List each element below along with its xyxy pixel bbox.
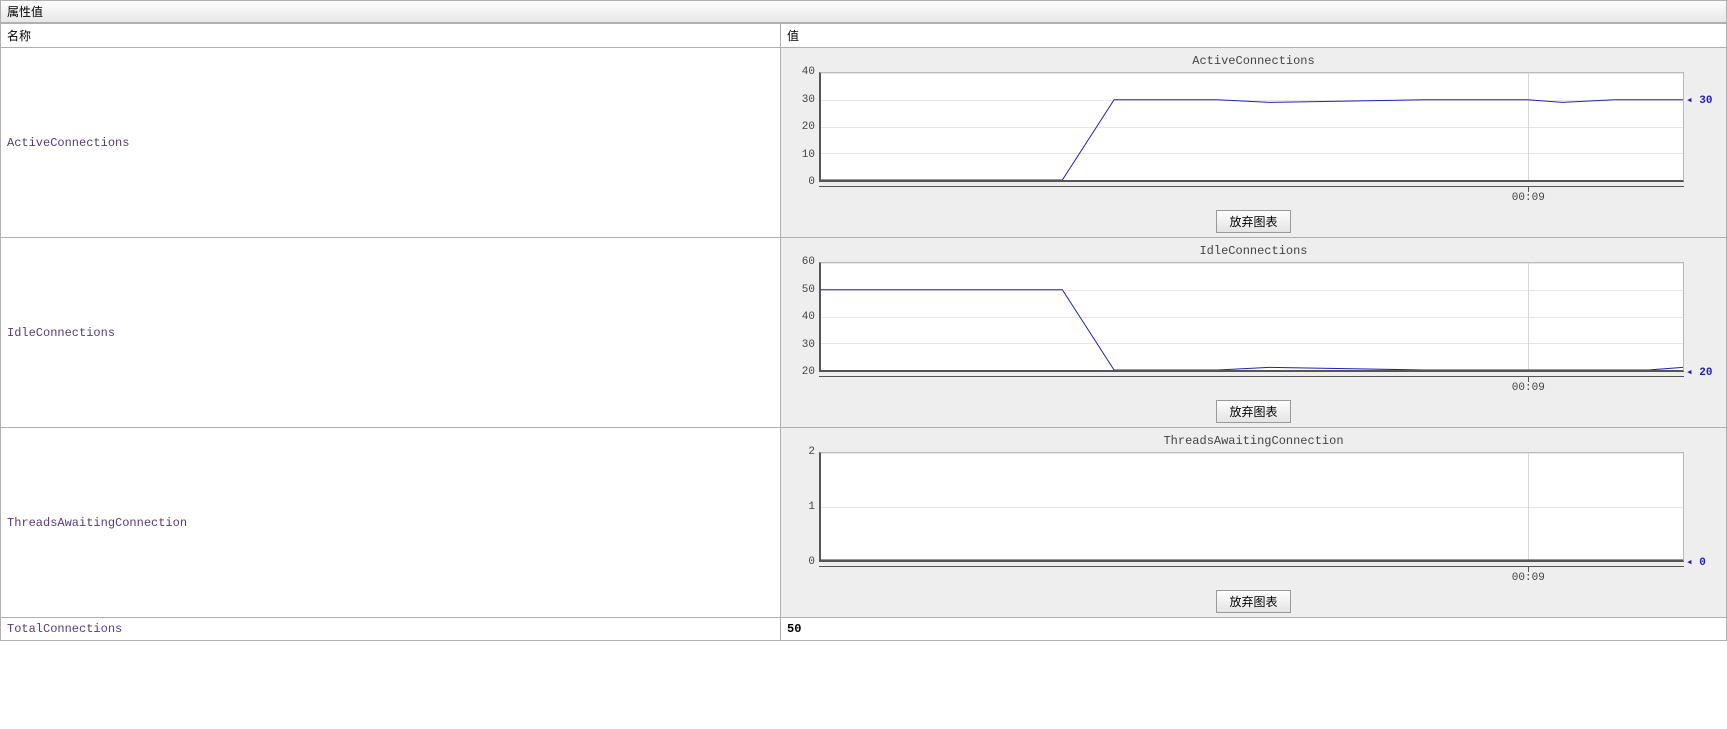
y-tick-label: 40 [802,66,815,78]
x-tick-label: 00:09 [1512,382,1545,394]
current-value-marker: ◂ 20 [1684,262,1722,372]
current-value-marker: ◂ 30 [1684,72,1722,182]
y-axis: 012 [785,452,819,562]
current-value: 0 [1699,557,1706,569]
chart-cell: IdleConnections 20 30 40 50 60 ◂ 20 00:09 放弃图表 [781,238,1727,428]
col-header-name[interactable]: 名称 [1,24,781,48]
y-tick-label: 30 [802,339,815,351]
attribute-name: ThreadsAwaitingConnection [1,428,781,618]
discard-chart-button[interactable]: 放弃图表 [1216,590,1290,613]
table-row: ActiveConnections ActiveConnections 0 10 20 3… [1,48,1727,238]
y-tick-label: 2 [808,446,815,458]
chart-title: ActiveConnections [785,54,1722,68]
y-tick-label: 20 [802,366,815,378]
chart-plot[interactable] [819,262,1684,372]
chart-cell: ThreadsAwaitingConnection012◂ 000:09放弃图表 [781,428,1727,618]
table-row: IdleConnections IdleConnections 20 30 40 50 60… [1,238,1727,428]
chart-line [821,290,1683,370]
x-tick-label: 00:09 [1512,572,1545,584]
chart-cell: ActiveConnections 0 10 20 30 40 ◂ 30 00:09 放弃图表 [781,48,1727,238]
y-tick-label: 60 [802,256,815,268]
x-axis: 00:09 [819,186,1684,204]
x-axis: 00:09 [819,566,1684,584]
y-tick-label: 20 [802,121,815,133]
chart-line [821,100,1683,180]
chart-plot[interactable] [819,452,1684,562]
current-value-marker: ◂ 0 [1684,452,1722,562]
y-tick-label: 10 [802,149,815,161]
attribute-value: 50 [781,618,1727,641]
chart-title: IdleConnections [785,244,1722,258]
y-tick-label: 40 [802,311,815,323]
y-tick-label: 0 [808,176,815,188]
attribute-name: IdleConnections [1,238,781,428]
chart-title: ThreadsAwaitingConnection [785,434,1722,448]
col-header-value[interactable]: 值 [781,24,1727,48]
table-row: ThreadsAwaitingConnection ThreadsAwaiting… [1,428,1727,618]
section-title: 属性值 [0,0,1727,23]
discard-chart-button[interactable]: 放弃图表 [1216,210,1290,233]
y-tick-label: 50 [802,284,815,296]
attribute-name: TotalConnections [1,618,781,641]
y-axis: 010203040 [785,72,819,182]
x-axis: 00:09 [819,376,1684,394]
attributes-table: 名称 值 ActiveConnections ActiveConnections 0… [0,23,1727,641]
y-tick-label: 30 [802,94,815,106]
attribute-name: ActiveConnections [1,48,781,238]
table-row: TotalConnections50 [1,618,1727,641]
discard-chart-button[interactable]: 放弃图表 [1216,400,1290,423]
y-tick-label: 0 [808,556,815,568]
x-tick-label: 00:09 [1512,192,1545,204]
y-tick-label: 1 [808,501,815,513]
current-value: 30 [1699,95,1712,107]
y-axis: 2030405060 [785,262,819,372]
current-value: 20 [1699,367,1712,379]
chart-plot[interactable] [819,72,1684,182]
